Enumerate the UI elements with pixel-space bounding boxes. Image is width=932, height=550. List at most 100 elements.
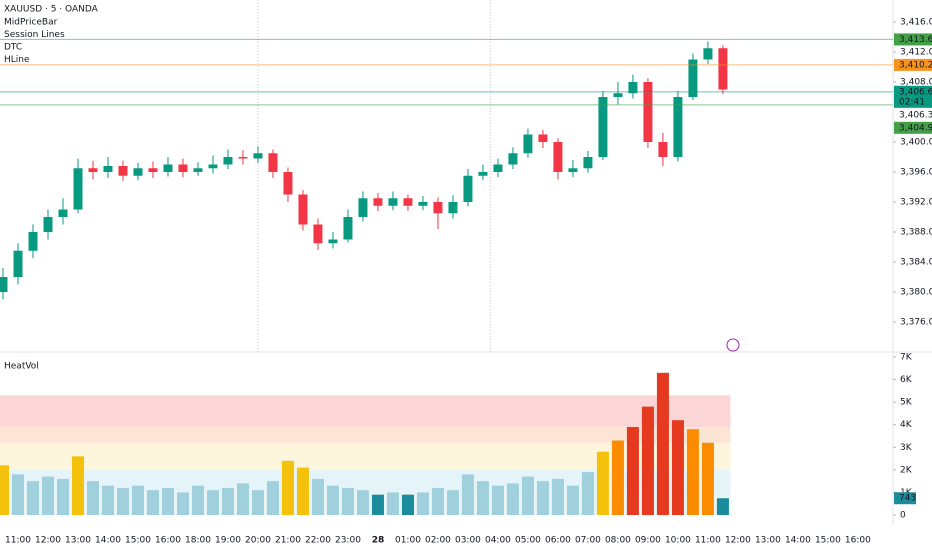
x-tick-label: 06:00 bbox=[545, 536, 571, 546]
volume-bar bbox=[386, 492, 399, 515]
x-tick-label: 12:00 bbox=[35, 536, 61, 546]
volume-bar bbox=[326, 485, 339, 515]
candle-body bbox=[463, 175, 473, 203]
x-tick-label: 01:00 bbox=[395, 536, 421, 546]
price-label-box bbox=[894, 33, 932, 46]
volume-bar bbox=[251, 490, 264, 515]
candle-body bbox=[238, 156, 248, 159]
indicator-label: DTC bbox=[4, 43, 22, 53]
price-label: 3,406.380 bbox=[899, 110, 932, 120]
event-icon[interactable] bbox=[726, 338, 740, 352]
volume-bar bbox=[446, 490, 459, 515]
candle-body bbox=[43, 217, 53, 233]
volume-bar bbox=[281, 460, 294, 515]
volume-bar bbox=[626, 426, 639, 515]
candle-body bbox=[433, 202, 443, 214]
x-tick-label: 07:00 bbox=[575, 536, 601, 546]
volume-bar bbox=[41, 476, 54, 515]
x-tick-label: 09:00 bbox=[635, 536, 661, 546]
candle-body bbox=[298, 194, 308, 225]
volume-bar bbox=[311, 478, 324, 515]
candle-body bbox=[13, 250, 23, 278]
x-tick-label: 18:00 bbox=[185, 536, 211, 546]
volume-bar bbox=[716, 498, 729, 515]
indicator-label: MidPriceBar bbox=[4, 18, 58, 28]
candle-body bbox=[478, 171, 488, 176]
y-tick-label: 3,412.000 bbox=[900, 47, 932, 57]
candle-body bbox=[628, 81, 638, 94]
x-tick-label: 21:00 bbox=[275, 536, 301, 546]
volume-bar bbox=[551, 478, 564, 515]
x-tick-label: 02:00 bbox=[425, 536, 451, 546]
volume-bar bbox=[191, 485, 204, 515]
x-tick-label: 28 bbox=[372, 536, 385, 546]
x-tick-label: 05:00 bbox=[515, 536, 541, 546]
volume-bar bbox=[521, 476, 534, 515]
volume-bar bbox=[86, 481, 99, 515]
y-tick-label: 3,400.000 bbox=[900, 137, 932, 147]
y-tick-label: 3K bbox=[900, 443, 913, 453]
volume-bar bbox=[116, 487, 129, 515]
candle-body bbox=[163, 164, 173, 172]
volume-bar bbox=[266, 481, 279, 515]
last-volume-label: 743 bbox=[899, 494, 916, 504]
candle-body bbox=[343, 217, 353, 240]
indicator-label: Session Lines bbox=[4, 30, 65, 40]
candle-body bbox=[703, 48, 713, 60]
x-tick-label: 20:00 bbox=[245, 536, 271, 546]
volume-bar bbox=[356, 490, 369, 515]
symbol-title: XAUUSD · 5 · OANDA bbox=[4, 5, 99, 15]
price-label-box bbox=[894, 85, 932, 108]
price-label-box bbox=[894, 58, 932, 71]
candle-body bbox=[418, 202, 428, 206]
volume-bar bbox=[71, 456, 84, 515]
price-label-box bbox=[894, 121, 932, 134]
heat-band bbox=[0, 395, 731, 427]
price-label: 3,406.690 bbox=[899, 87, 932, 97]
countdown: 02:41 bbox=[899, 97, 925, 107]
y-tick-label: 3,396.000 bbox=[900, 167, 932, 177]
candle-body bbox=[328, 239, 338, 244]
x-tick-label: 14:00 bbox=[785, 536, 811, 546]
candle-body bbox=[313, 224, 323, 244]
volume-bar bbox=[491, 485, 504, 515]
x-tick-label: 12:00 bbox=[725, 536, 751, 546]
candle-body bbox=[658, 141, 668, 157]
volume-bar bbox=[641, 406, 654, 515]
candle-body bbox=[538, 134, 548, 142]
volume-bar bbox=[146, 490, 159, 515]
y-tick-label: 7K bbox=[900, 353, 913, 363]
x-tick-label: 15:00 bbox=[125, 536, 151, 546]
candle-body bbox=[643, 81, 653, 142]
x-tick-label: 22:00 bbox=[305, 536, 331, 546]
candle-body bbox=[448, 202, 458, 214]
volume-bar bbox=[401, 494, 414, 515]
volume-bar bbox=[431, 487, 444, 515]
volume-bar bbox=[161, 487, 174, 515]
y-tick-label: 6K bbox=[900, 375, 913, 385]
volume-bar bbox=[566, 485, 579, 515]
y-tick-label: 3,416.000 bbox=[900, 17, 932, 27]
y-tick-label: 3,392.000 bbox=[900, 198, 932, 208]
candle-body bbox=[103, 165, 113, 172]
volume-bar bbox=[176, 492, 189, 515]
volume-bar bbox=[476, 481, 489, 515]
candle-body bbox=[133, 168, 143, 176]
volume-bar bbox=[416, 492, 429, 515]
candle-body bbox=[193, 168, 203, 172]
volume-bar bbox=[536, 481, 549, 515]
volume-bar bbox=[296, 467, 309, 515]
heat-band bbox=[0, 426, 731, 443]
price-label: 3,410.279 bbox=[899, 60, 932, 70]
candle-body bbox=[403, 198, 413, 206]
candle-body bbox=[358, 198, 368, 218]
y-tick-label: 5K bbox=[900, 398, 913, 408]
y-tick-label: 3,380.000 bbox=[900, 288, 932, 298]
candle-body bbox=[283, 171, 293, 195]
candle-body bbox=[583, 156, 593, 169]
volume-bar bbox=[671, 420, 684, 515]
candle-body bbox=[553, 141, 563, 172]
x-tick-label: 10:00 bbox=[665, 536, 691, 546]
candle-body bbox=[73, 168, 83, 210]
